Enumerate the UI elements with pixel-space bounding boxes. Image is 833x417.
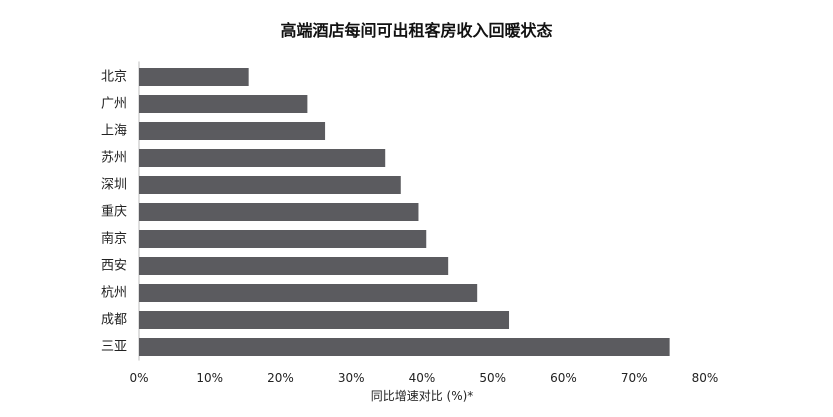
- bar-8: [139, 257, 449, 275]
- x-tick-label-4: 30%: [338, 371, 365, 385]
- x-tick-label-8: 70%: [621, 371, 648, 385]
- bar-2: [139, 95, 308, 113]
- bar-3: [139, 122, 326, 140]
- category-label-9: 杭州: [101, 286, 127, 301]
- x-axis-title: 同比增速对比 (%)*: [371, 389, 474, 403]
- category-label-6: 重庆: [101, 204, 127, 220]
- bar-6: [139, 203, 419, 221]
- bar-11: [139, 338, 670, 356]
- bar-10: [139, 311, 510, 329]
- bar-9: [139, 284, 478, 302]
- category-label-7: 南京: [101, 231, 127, 247]
- bar-7: [139, 230, 427, 248]
- bar-4: [139, 149, 386, 167]
- x-tick-label-6: 50%: [479, 371, 506, 385]
- x-tick-label-1: 0%: [129, 371, 148, 385]
- x-tick-label-2: 10%: [196, 371, 223, 385]
- category-label-4: 苏州: [101, 150, 127, 166]
- category-label-11: 三亚: [101, 340, 127, 355]
- bar-5: [139, 176, 401, 194]
- category-label-3: 上海: [101, 124, 127, 139]
- x-tick-label-3: 20%: [267, 371, 294, 385]
- bar-1: [139, 68, 249, 86]
- x-tick-label-7: 60%: [550, 371, 577, 385]
- x-tick-label-9: 80%: [692, 371, 719, 385]
- chart-title: 高端酒店每间可出租客房收入回暖状态: [280, 21, 553, 40]
- category-label-5: 深圳: [101, 178, 127, 193]
- category-label-1: 北京: [101, 70, 127, 85]
- x-tick-label-5: 40%: [409, 371, 436, 385]
- category-label-2: 广州: [101, 97, 127, 112]
- category-label-8: 西安: [101, 259, 127, 274]
- category-label-10: 成都: [101, 313, 127, 328]
